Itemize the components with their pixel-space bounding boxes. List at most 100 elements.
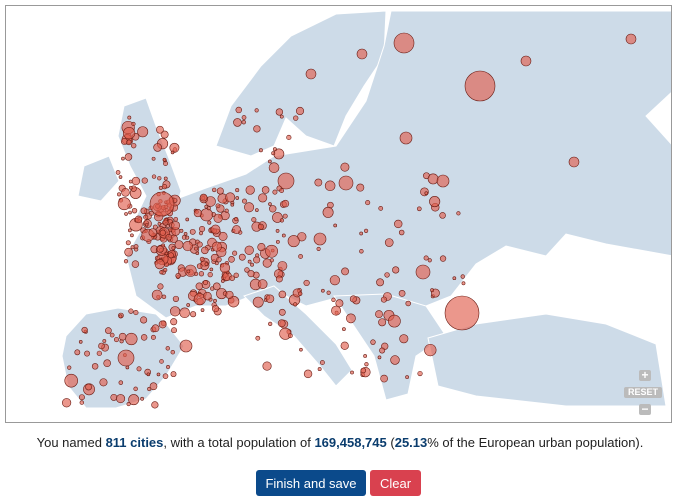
city-marker <box>390 355 400 365</box>
city-marker <box>245 185 255 195</box>
city-marker <box>244 267 250 273</box>
city-marker <box>398 229 405 236</box>
finish-button[interactable]: Finish and save <box>256 470 366 496</box>
city-marker <box>317 367 322 372</box>
city-marker <box>99 378 108 387</box>
city-marker <box>199 256 205 262</box>
city-marker <box>227 295 240 308</box>
city-marker <box>233 272 239 278</box>
city-marker <box>160 130 169 139</box>
city-marker <box>128 228 132 233</box>
city-marker <box>203 291 212 301</box>
city-marker <box>360 367 367 374</box>
city-marker <box>85 383 92 391</box>
city-marker <box>232 250 238 256</box>
city-marker <box>179 307 190 319</box>
city-marker <box>170 350 175 355</box>
city-marker <box>140 334 148 341</box>
city-marker <box>164 251 169 256</box>
clear-button[interactable]: Clear <box>370 470 421 496</box>
city-marker <box>520 55 532 67</box>
city-marker <box>225 290 234 299</box>
city-marker <box>211 241 222 252</box>
city-marker <box>272 189 278 195</box>
city-marker <box>257 279 268 289</box>
city-marker <box>170 306 181 317</box>
city-marker <box>109 332 115 338</box>
city-marker <box>96 350 102 356</box>
city-marker <box>151 401 159 409</box>
city-marker <box>286 134 292 141</box>
city-marker <box>235 196 240 200</box>
city-marker <box>342 327 346 332</box>
city-marker <box>329 275 340 286</box>
zoom-out[interactable]: − <box>639 403 651 415</box>
city-marker <box>210 224 221 235</box>
text: ( <box>390 435 395 450</box>
scandinavia <box>215 10 387 157</box>
city-marker <box>230 202 235 207</box>
reset[interactable]: RESET <box>624 387 662 398</box>
city-marker <box>436 174 450 188</box>
city-marker <box>78 340 83 344</box>
city-marker <box>384 238 394 247</box>
city-marker <box>375 310 383 319</box>
city-marker <box>278 290 287 299</box>
city-marker <box>364 362 369 367</box>
city-marker <box>252 296 264 308</box>
city-marker <box>149 191 175 217</box>
city-marker <box>399 131 413 145</box>
city-marker <box>405 300 411 307</box>
city-marker <box>279 114 284 119</box>
city-marker <box>169 142 180 153</box>
city-marker <box>123 127 136 140</box>
city-marker <box>331 297 336 302</box>
city-marker <box>363 354 368 358</box>
map[interactable]: + RESET − <box>5 5 672 423</box>
city-marker <box>271 151 276 156</box>
city-marker <box>206 206 211 211</box>
count: 811 cities <box>105 435 164 450</box>
city-marker <box>417 370 423 377</box>
city-marker <box>196 263 203 269</box>
city-marker <box>113 337 119 343</box>
city-marker <box>356 48 368 60</box>
city-marker <box>321 288 325 293</box>
city-marker <box>193 209 202 218</box>
city-marker <box>281 233 286 238</box>
city-marker <box>128 394 140 406</box>
city-marker <box>174 240 184 250</box>
summary: You named 811 cities, with a total popul… <box>0 435 680 450</box>
city-marker <box>67 365 72 370</box>
city-marker <box>163 176 168 181</box>
text: % of the European urban population). <box>427 435 644 450</box>
city-marker <box>380 374 388 383</box>
city-marker <box>79 400 85 405</box>
city-marker <box>162 373 169 379</box>
city-marker <box>151 156 156 161</box>
city-marker <box>170 318 178 326</box>
city-marker <box>346 313 356 324</box>
city-marker <box>303 369 313 379</box>
city-marker <box>356 183 365 192</box>
city-marker <box>134 215 143 224</box>
city-marker <box>424 343 437 357</box>
city-marker <box>118 332 127 341</box>
city-marker <box>250 262 255 267</box>
city-marker <box>126 401 131 407</box>
zoom-in[interactable]: + <box>639 369 651 381</box>
city-marker <box>146 372 151 377</box>
city-marker <box>171 327 177 334</box>
city-marker <box>241 198 247 204</box>
city-marker <box>195 282 204 290</box>
city-marker <box>117 197 131 211</box>
city-marker <box>253 256 261 264</box>
city-marker <box>151 324 160 333</box>
city-marker <box>229 275 235 281</box>
city-marker <box>439 212 446 219</box>
city-marker <box>165 346 170 351</box>
city-markers <box>61 32 637 409</box>
city-marker <box>275 229 280 233</box>
city-marker <box>257 223 264 230</box>
city-marker <box>359 249 364 254</box>
